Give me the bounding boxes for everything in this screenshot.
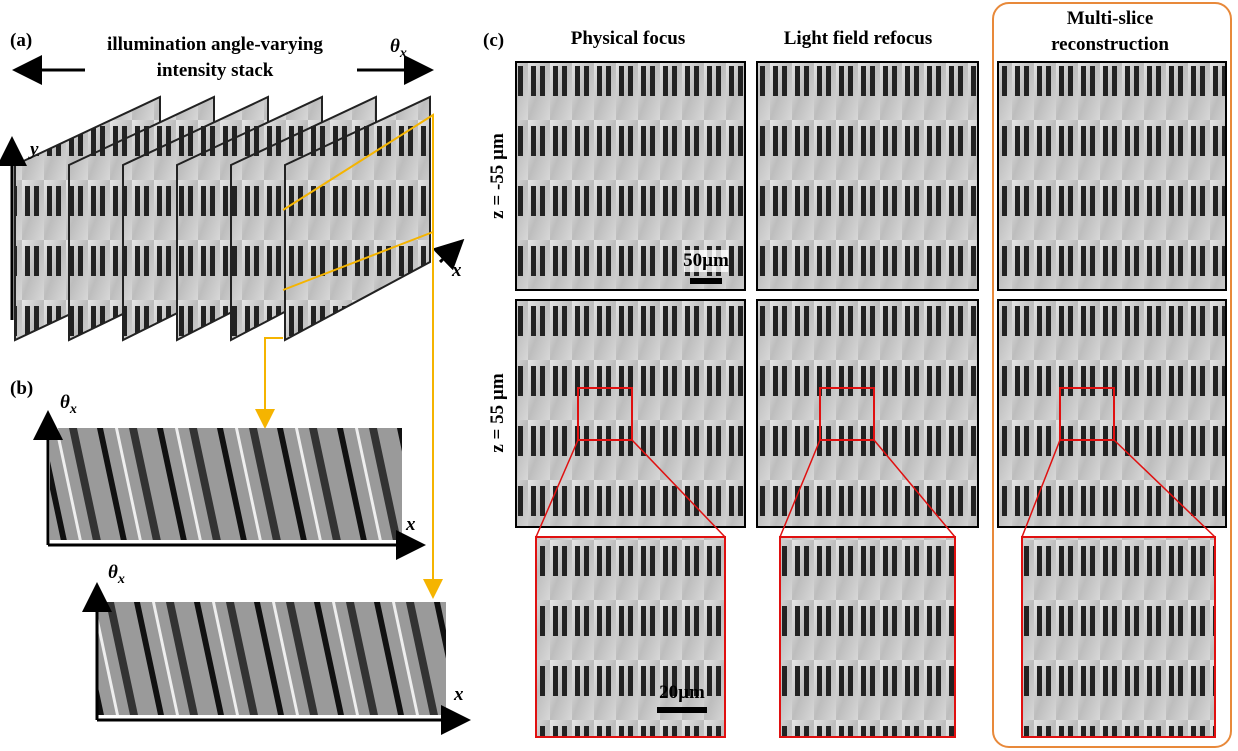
image <box>97 602 446 715</box>
title: intensity stack <box>157 60 274 81</box>
zoom-image <box>780 537 955 737</box>
scale-bar <box>657 707 707 713</box>
column-header: Multi-slice <box>1067 8 1154 29</box>
image <box>516 300 745 527</box>
image <box>757 300 978 527</box>
column-header: Physical focus <box>571 28 686 49</box>
figure: (a) illumination angle-varying intensity… <box>0 0 1238 751</box>
panel-label: (c) <box>483 30 504 51</box>
axis-label: θx <box>108 562 125 587</box>
image <box>757 62 978 290</box>
image-grid <box>516 62 1226 737</box>
arrow <box>265 338 283 425</box>
column-header: Light field refocus <box>784 28 932 49</box>
scale-bar <box>690 278 722 284</box>
scale-bar-label: 20µm <box>659 682 705 703</box>
axis-label: θx <box>390 36 407 61</box>
zoom-image <box>1022 537 1215 737</box>
axis-label: θx <box>60 392 77 417</box>
panel-label: (a) <box>10 30 32 51</box>
image-stack <box>15 97 430 340</box>
image <box>998 62 1226 290</box>
axis-label: x <box>451 260 462 281</box>
column-header: reconstruction <box>1051 34 1169 55</box>
axis-label: y <box>28 139 39 160</box>
row-label: z = -55 µm <box>487 133 508 219</box>
panel-label: (b) <box>10 378 33 399</box>
row-label: z = 55 µm <box>487 373 508 452</box>
axis-label: x <box>453 684 464 705</box>
axis-label: x <box>405 514 416 535</box>
image <box>998 300 1226 527</box>
scale-bar-label: 50µm <box>683 250 729 271</box>
image <box>50 428 402 540</box>
title: illumination angle-varying <box>107 34 323 55</box>
